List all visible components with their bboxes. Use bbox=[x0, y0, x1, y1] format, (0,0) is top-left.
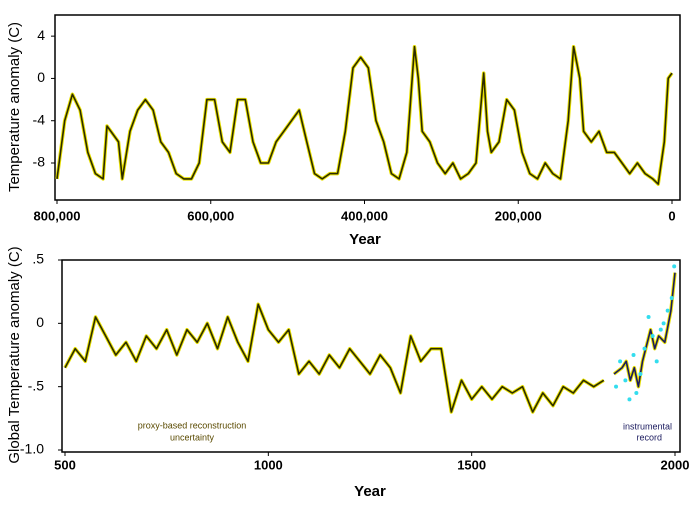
line-series bbox=[56, 45, 673, 185]
data-point bbox=[654, 359, 659, 364]
line-glow bbox=[612, 272, 677, 389]
data-point bbox=[631, 353, 636, 357]
y-tick-label: 0 bbox=[37, 69, 45, 85]
y-tick-label: .5 bbox=[32, 251, 44, 267]
x-axis-label: Year bbox=[349, 231, 381, 248]
data-point bbox=[661, 321, 666, 326]
data-point bbox=[672, 264, 677, 269]
line-glow bbox=[63, 302, 605, 414]
y-tick-label: 0 bbox=[36, 314, 44, 330]
y-tick-label: -1.0 bbox=[20, 441, 44, 457]
y-axis-label: Temperature anomaly (C) bbox=[6, 22, 23, 192]
data-point bbox=[665, 308, 670, 313]
line-series bbox=[613, 272, 676, 388]
x-tick-label: 600,000 bbox=[187, 208, 234, 223]
plot-frame bbox=[61, 259, 681, 453]
x-tick-label: 2000 bbox=[661, 457, 690, 472]
data-point bbox=[658, 327, 663, 332]
data-point bbox=[618, 359, 623, 364]
line-glow bbox=[55, 44, 674, 186]
x-tick-label: 0 bbox=[668, 208, 675, 223]
x-tick-label: 400,000 bbox=[341, 208, 388, 223]
x-axis-label: Year bbox=[354, 483, 386, 500]
data-point bbox=[646, 315, 651, 319]
data-point bbox=[650, 334, 655, 338]
y-tick-label: -4 bbox=[33, 111, 46, 127]
data-point bbox=[638, 372, 643, 376]
data-point bbox=[642, 346, 647, 351]
data-point bbox=[634, 391, 639, 395]
plot-frame bbox=[54, 14, 681, 201]
annotation: uncertainty bbox=[170, 432, 215, 442]
x-tick-label: 500 bbox=[54, 457, 76, 472]
data-point bbox=[614, 384, 619, 389]
x-tick-label: 200,000 bbox=[495, 208, 542, 223]
annotation: record bbox=[636, 432, 662, 442]
data-point bbox=[627, 397, 632, 402]
data-point bbox=[669, 296, 674, 300]
y-tick-label: -.5 bbox=[28, 377, 45, 393]
x-tick-label: 1000 bbox=[254, 457, 283, 472]
y-tick-label: 4 bbox=[37, 27, 45, 43]
data-point bbox=[623, 378, 628, 383]
x-tick-label: 1500 bbox=[457, 457, 486, 472]
y-axis-label: Global Temperature anomaly (C) bbox=[6, 246, 23, 463]
y-tick-label: -8 bbox=[33, 154, 46, 170]
annotation: instrumental bbox=[623, 421, 672, 431]
line-series bbox=[64, 303, 605, 413]
annotation: proxy-based reconstruction bbox=[138, 420, 247, 430]
x-tick-label: 800,000 bbox=[34, 208, 81, 223]
